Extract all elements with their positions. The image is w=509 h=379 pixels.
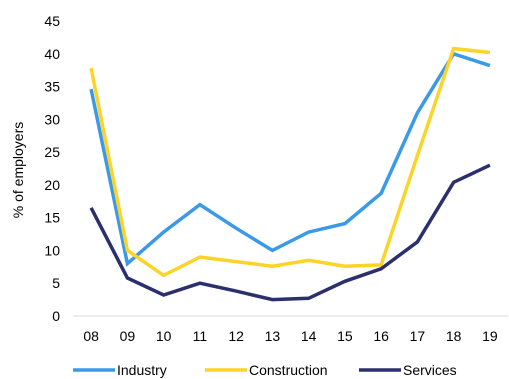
- y-axis-title: % of employers: [10, 122, 26, 218]
- legend: Industry Construction Services: [73, 362, 457, 378]
- series-line-services: [89, 163, 491, 302]
- y-tick-label: 25: [44, 144, 60, 160]
- series-line-industry: [89, 51, 491, 267]
- x-tick-label: 17: [410, 328, 426, 344]
- x-tick-label: 11: [193, 328, 208, 344]
- y-tick-label: 10: [44, 242, 60, 258]
- x-tick-label: 10: [156, 328, 172, 344]
- y-tick-label: 20: [44, 177, 60, 193]
- x-tick-label: 09: [120, 328, 136, 344]
- y-tick-label: 0: [52, 308, 60, 324]
- x-tick-label: 18: [446, 328, 462, 344]
- x-tick-label: 12: [228, 328, 244, 344]
- y-axis-ticks: 0 5 10 15 20 25 30 35 40 45: [44, 13, 60, 324]
- y-tick-label: 40: [44, 46, 60, 62]
- legend-label-construction: Construction: [249, 362, 328, 378]
- series-line-construction: [89, 46, 491, 278]
- x-tick-label: 15: [337, 328, 353, 344]
- x-tick-label: 13: [265, 328, 281, 344]
- legend-label-industry: Industry: [117, 362, 167, 378]
- x-tick-label: 14: [301, 328, 317, 344]
- y-tick-label: 15: [44, 210, 60, 226]
- series-lines: [89, 46, 491, 302]
- x-tick-label: 08: [83, 328, 99, 344]
- y-tick-label: 45: [44, 13, 60, 29]
- y-tick-label: 35: [44, 79, 60, 95]
- legend-label-services: Services: [403, 362, 457, 378]
- y-tick-label: 30: [44, 111, 60, 127]
- x-tick-label: 19: [482, 328, 498, 344]
- x-tick-label: 16: [373, 328, 389, 344]
- y-tick-label: 5: [52, 275, 60, 291]
- x-axis-ticks: 08 09 10 11 12 13 14 15 16 17 18 19: [83, 328, 498, 344]
